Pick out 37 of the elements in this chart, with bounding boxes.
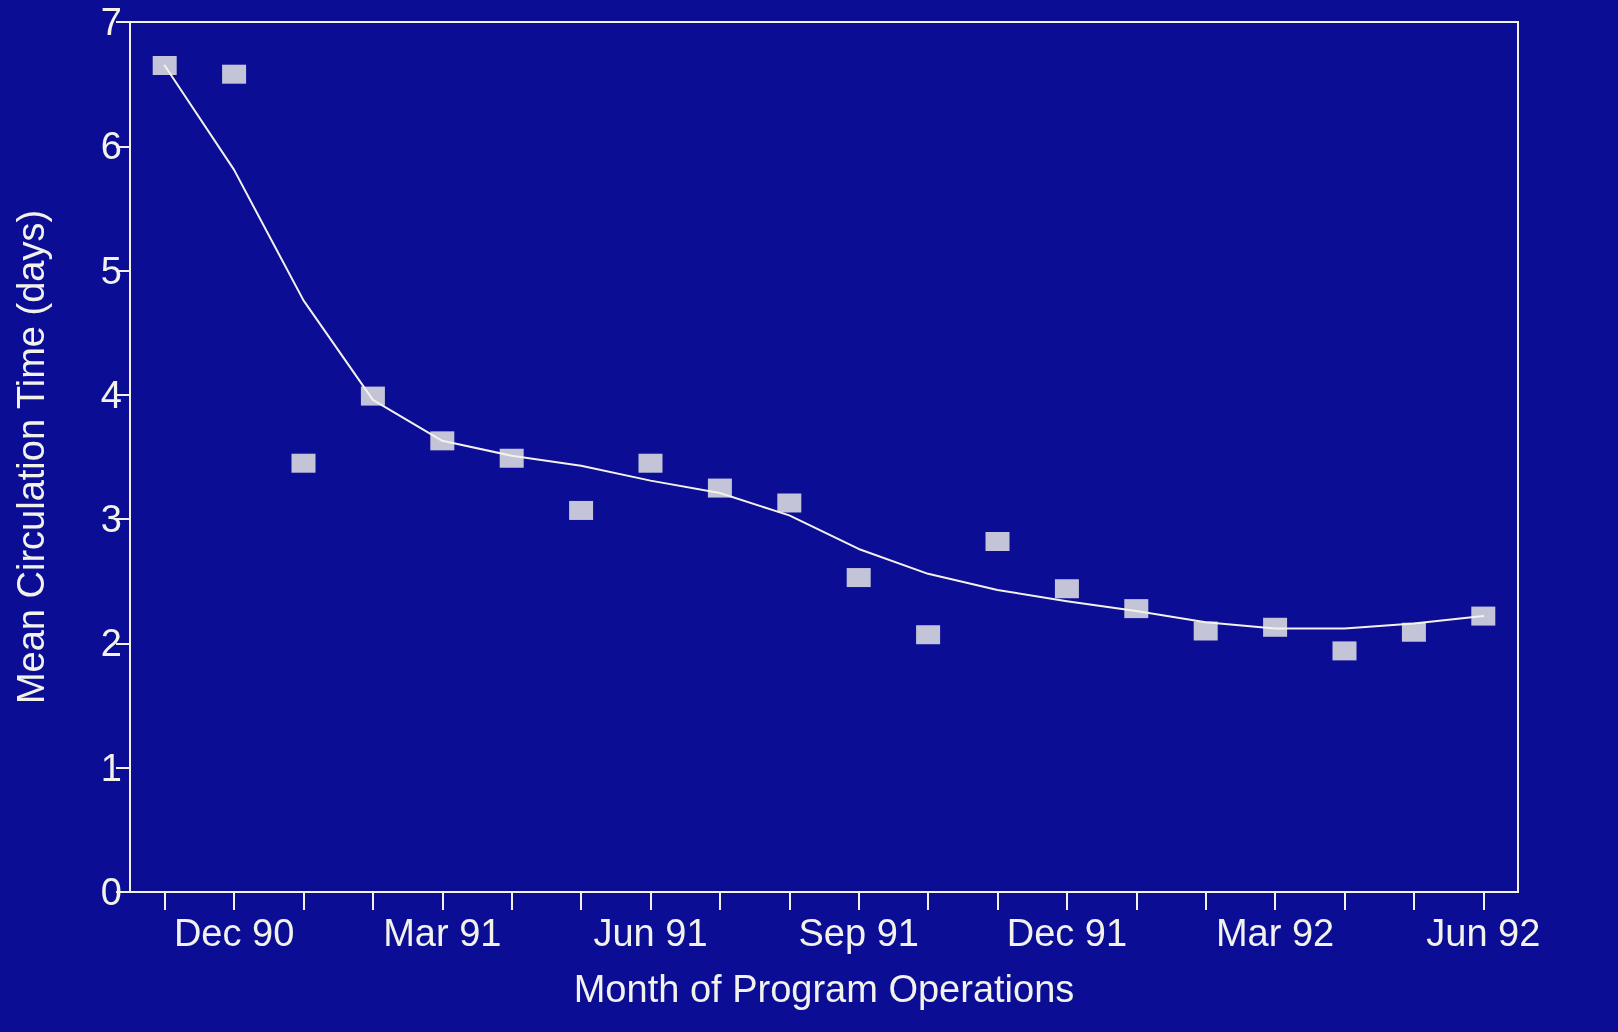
point bbox=[777, 493, 802, 513]
x-tick-label: Dec 91 bbox=[1006, 912, 1128, 954]
y-tick-label: 6 bbox=[100, 125, 122, 168]
y-tick-label: 1 bbox=[100, 746, 122, 789]
point bbox=[1054, 579, 1079, 599]
point bbox=[1401, 622, 1426, 642]
x-tick-label: Sep 91 bbox=[798, 912, 919, 954]
point bbox=[360, 386, 385, 406]
point bbox=[1332, 641, 1357, 661]
x-tick-label: Jun 92 bbox=[1426, 912, 1541, 954]
y-tick-label: 5 bbox=[100, 249, 122, 292]
y-tick-label: 2 bbox=[100, 622, 122, 665]
x-axis-title: Month of Program Operations bbox=[573, 968, 1075, 1010]
x-tick-label: Jun 91 bbox=[593, 912, 708, 954]
point bbox=[430, 431, 455, 451]
point bbox=[638, 453, 663, 473]
point bbox=[916, 625, 941, 645]
point bbox=[222, 64, 247, 84]
x-tick-label: Dec 90 bbox=[173, 912, 295, 954]
y-axis-title: Mean Circulation Time (days) bbox=[10, 209, 52, 705]
point bbox=[1471, 606, 1496, 626]
point bbox=[846, 568, 871, 588]
point bbox=[1263, 617, 1288, 637]
point bbox=[1124, 599, 1149, 619]
y-tick-label: 0 bbox=[100, 871, 122, 913]
y-tick-label: 7 bbox=[100, 1, 122, 43]
y-tick-label: 4 bbox=[100, 373, 122, 416]
y-tick-label: 3 bbox=[100, 498, 122, 541]
point bbox=[1193, 621, 1218, 641]
point bbox=[291, 453, 316, 473]
x-tick-label: Mar 91 bbox=[383, 912, 502, 954]
point bbox=[569, 500, 594, 520]
point bbox=[707, 478, 732, 498]
point bbox=[985, 532, 1010, 552]
point bbox=[152, 56, 177, 75]
point bbox=[499, 448, 524, 468]
x-tick-label: Mar 92 bbox=[1215, 912, 1335, 954]
